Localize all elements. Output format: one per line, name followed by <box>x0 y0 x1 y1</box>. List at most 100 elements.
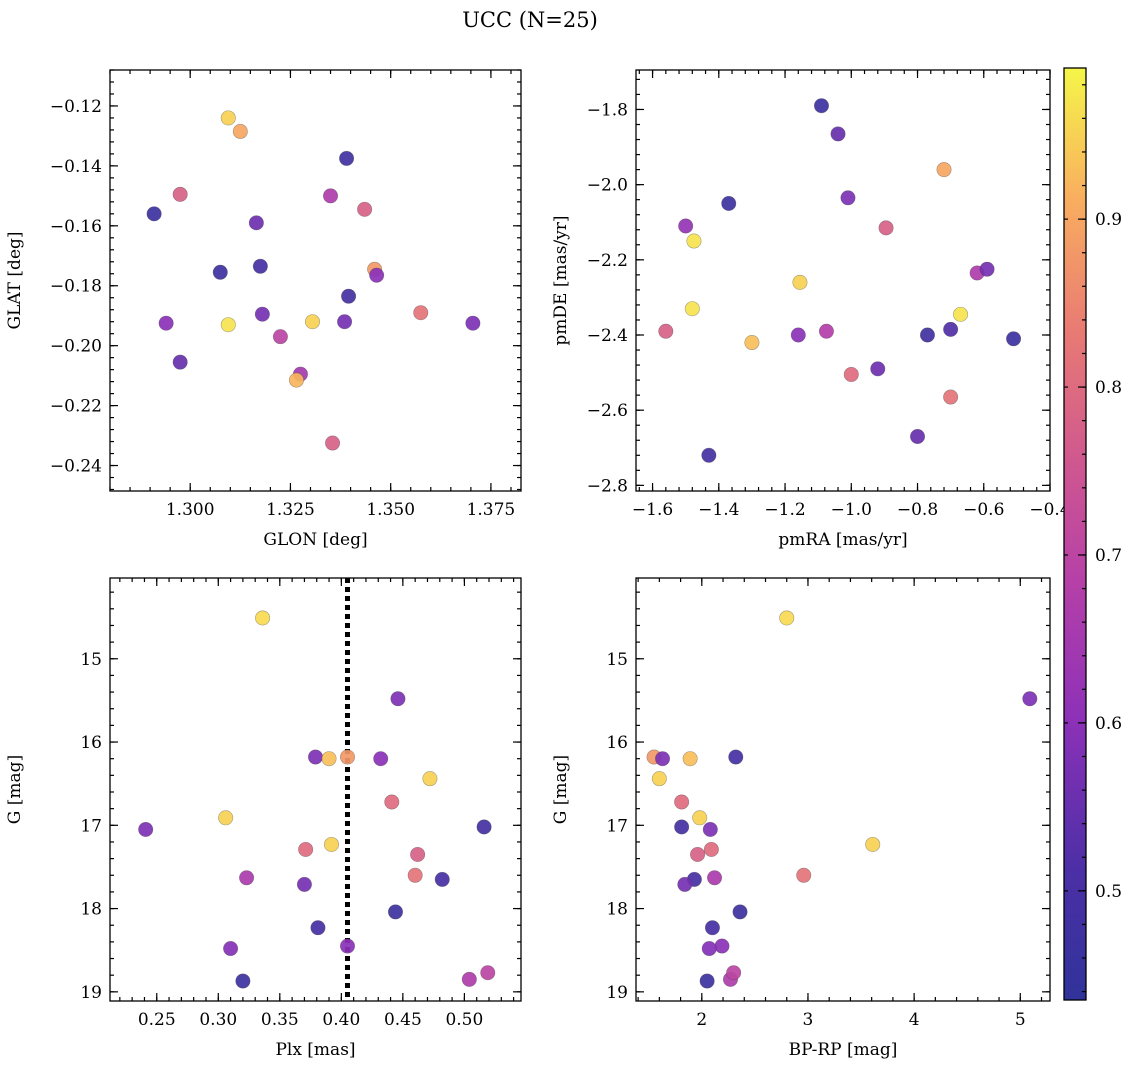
x-tick-label: 1.350 <box>366 500 415 520</box>
data-point <box>792 274 808 290</box>
data-point <box>692 810 708 826</box>
data-point <box>252 258 268 274</box>
x-tick-label: 3 <box>803 1010 814 1030</box>
x-tick-label: 0.50 <box>445 1010 483 1030</box>
data-point <box>818 323 834 339</box>
data-point <box>325 435 341 451</box>
data-point <box>212 264 228 280</box>
data-point <box>840 190 856 206</box>
data-point <box>323 836 339 852</box>
data-point <box>158 315 174 331</box>
data-point <box>321 751 337 767</box>
data-point <box>298 841 314 857</box>
scatter-panel-3: 0.25 0.30 0.35 0.40 0.45 0.50 15 16 17 18 19 Plx [m… <box>5 577 522 1060</box>
data-point <box>146 206 162 222</box>
figure-title: UCC (N=25) <box>462 8 598 32</box>
data-point <box>728 749 744 765</box>
data-point <box>843 366 859 382</box>
data-point <box>373 751 389 767</box>
data-point <box>307 749 323 765</box>
x-tick-label: 0.40 <box>322 1010 360 1030</box>
data-point <box>138 821 154 837</box>
y-tick-label: −2.4 <box>587 326 628 346</box>
data-point <box>702 821 718 837</box>
data-point <box>339 150 355 166</box>
x-tick-label: 0.35 <box>261 1010 299 1030</box>
data-point <box>304 314 320 330</box>
data-point <box>232 123 248 139</box>
data-point <box>721 195 737 211</box>
scatter-panel-2: −1.6 −1.4 −1.2 −1.0 −0.8 −0.6 −0.4 −2.8 −2.6 −2.4… <box>551 69 1071 550</box>
x-tick-label: 0.30 <box>199 1010 237 1030</box>
y-tick-label: −1.8 <box>587 100 628 120</box>
colorbar-tick-label: 0.9 <box>1095 210 1122 230</box>
y-axis-label: GLAT [deg] <box>5 231 25 329</box>
colorbar-frame <box>1063 67 1087 1001</box>
y-tick-label: −0.12 <box>50 97 102 117</box>
data-point <box>953 306 969 322</box>
data-point <box>865 836 881 852</box>
data-point <box>220 317 236 333</box>
axes-frame <box>635 69 1051 492</box>
data-point <box>476 819 492 835</box>
data-point <box>296 876 312 892</box>
data-point <box>410 846 426 862</box>
y-tick-label: −0.14 <box>50 157 102 177</box>
x-axis-label: BP-RP [mag] <box>789 1040 898 1060</box>
colorbar-tick-label: 0.7 <box>1095 546 1122 566</box>
data-point <box>682 751 698 767</box>
colorbar-tick-label: 0.5 <box>1095 882 1122 902</box>
data-point <box>943 389 959 405</box>
y-tick-label: 19 <box>80 983 102 1003</box>
data-point <box>699 973 715 989</box>
data-point <box>714 938 730 954</box>
data-point <box>943 321 959 337</box>
data-point <box>369 267 385 283</box>
x-tick-label: −0.8 <box>897 500 938 520</box>
data-point <box>684 301 700 317</box>
data-point <box>678 218 694 234</box>
data-point <box>310 920 326 936</box>
data-point <box>323 188 339 204</box>
data-point <box>870 361 886 377</box>
y-tick-label: 17 <box>606 816 628 836</box>
y-tick-label: −0.20 <box>50 337 102 357</box>
colorbar-tick-label: 0.6 <box>1095 714 1122 734</box>
y-tick-label: 16 <box>80 733 102 753</box>
data-point <box>254 306 270 322</box>
axes-frame <box>109 69 522 492</box>
data-point <box>936 162 952 178</box>
data-point <box>223 941 239 957</box>
y-tick-label: 19 <box>606 983 628 1003</box>
data-point <box>704 920 720 936</box>
x-tick-label: −1.6 <box>632 500 673 520</box>
data-point <box>248 215 264 231</box>
data-point <box>288 372 304 388</box>
x-tick-label: 4 <box>909 1010 920 1030</box>
x-tick-label: 0.45 <box>384 1010 422 1030</box>
data-point <box>655 751 671 767</box>
data-point <box>337 314 353 330</box>
x-tick-label: 1.325 <box>266 500 315 520</box>
data-point <box>790 327 806 343</box>
colorbar-gradient <box>1064 68 1086 1000</box>
data-point <box>390 691 406 707</box>
data-point <box>218 810 234 826</box>
data-point <box>796 867 812 883</box>
data-point <box>413 305 429 321</box>
data-point <box>339 749 355 765</box>
scatter-panel-1: 1.300 1.325 1.350 1.375 −0.24 −0.22 −0.20 −0.18… <box>5 69 522 550</box>
x-tick-label: −1.2 <box>764 500 805 520</box>
data-point <box>255 610 271 626</box>
y-tick-label: −0.24 <box>50 457 102 477</box>
data-point <box>465 315 481 331</box>
x-tick-label: −1.0 <box>831 500 872 520</box>
y-tick-label: 18 <box>80 900 102 920</box>
data-point <box>434 871 450 887</box>
data-point <box>690 846 706 862</box>
data-point <box>701 941 717 957</box>
data-point <box>384 794 400 810</box>
data-point <box>726 965 742 981</box>
y-tick-label: 16 <box>606 733 628 753</box>
colorbar: 0.5 0.6 0.7 0.8 0.9 <box>1063 67 1122 1001</box>
